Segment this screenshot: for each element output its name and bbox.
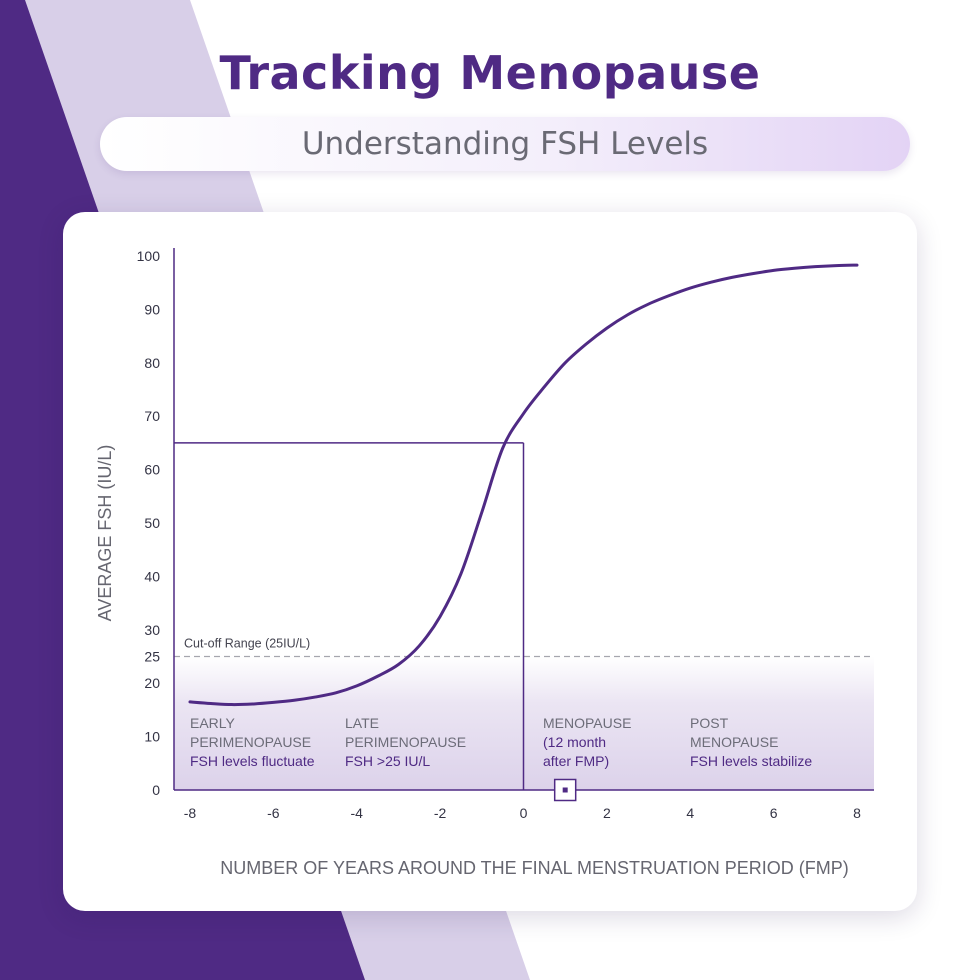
- phase-label-3: MENOPAUSE: [543, 715, 631, 731]
- y-tick-label: 100: [137, 248, 161, 264]
- x-tick-label: -6: [267, 805, 280, 821]
- phase-label-1: PERIMENOPAUSE: [190, 734, 311, 750]
- y-tick-label: 30: [144, 622, 160, 638]
- y-tick-label: 10: [144, 729, 160, 745]
- fsh-curve-line: [188, 263, 859, 707]
- phase-note-4: FSH levels stabilize: [690, 753, 812, 769]
- x-tick-label: -4: [351, 805, 364, 821]
- phase-note-2: FSH >25 IU/L: [345, 753, 430, 769]
- fmp-marker-dot: [562, 787, 568, 793]
- y-tick-label: 90: [144, 301, 160, 317]
- y-axis-title: AVERAGE FSH (IU/L): [95, 445, 115, 622]
- phase-label-4: POST: [690, 715, 729, 731]
- y-tick-label: 0: [152, 782, 160, 798]
- y-tick-label: 50: [144, 515, 160, 531]
- phase-label-3: (12 month: [543, 734, 606, 750]
- fsh-chart: Cut-off Range (25IU/L)010202530405060708…: [95, 248, 874, 878]
- phase-label-1: EARLY: [190, 715, 236, 731]
- x-tick-label: 8: [853, 805, 861, 821]
- subtitle-pill: Understanding FSH Levels: [100, 117, 910, 171]
- y-tick-label: 40: [144, 568, 160, 584]
- x-tick-label: 2: [603, 805, 611, 821]
- x-axis-title: NUMBER OF YEARS AROUND THE FINAL MENSTRU…: [220, 858, 848, 878]
- phase-label-2: PERIMENOPAUSE: [345, 734, 466, 750]
- chart-card: [63, 212, 917, 911]
- phase-note-1: FSH levels fluctuate: [190, 753, 315, 769]
- y-tick-label: 20: [144, 675, 160, 691]
- phase-label-2: LATE: [345, 715, 379, 731]
- phase-label-3: after FMP): [543, 753, 609, 769]
- x-tick-label: -2: [434, 805, 447, 821]
- x-tick-label: 6: [770, 805, 778, 821]
- phase-label-4: MENOPAUSE: [690, 734, 778, 750]
- x-tick-label: -8: [184, 805, 197, 821]
- cutoff-label: Cut-off Range (25IU/L): [184, 637, 310, 651]
- y-tick-label: 60: [144, 462, 160, 478]
- x-tick-label: 0: [520, 805, 528, 821]
- x-tick-label: 4: [686, 805, 694, 821]
- page-title: Tracking Menopause: [219, 46, 761, 100]
- y-tick-label: 70: [144, 408, 160, 424]
- page-subtitle: Understanding FSH Levels: [301, 126, 709, 162]
- y-tick-label: 80: [144, 355, 160, 371]
- y-tick-label: 25: [144, 649, 160, 665]
